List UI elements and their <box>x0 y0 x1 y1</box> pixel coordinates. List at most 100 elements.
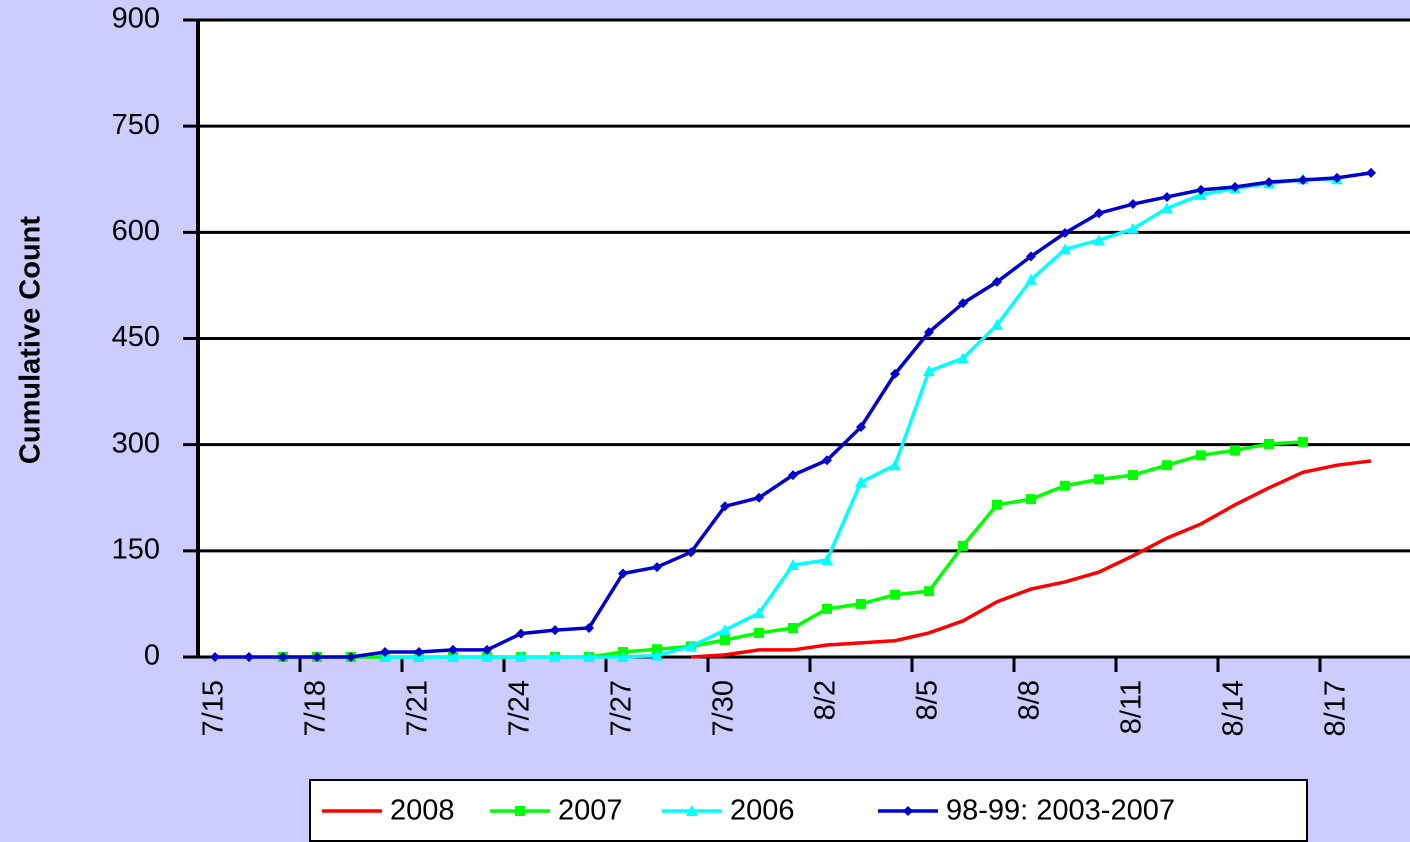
marker <box>1196 450 1206 461</box>
marker <box>992 499 1002 510</box>
marker <box>1128 470 1138 481</box>
x-tick-label: 8/14 <box>1218 680 1250 736</box>
marker <box>278 652 288 662</box>
x-tick-label: 7/24 <box>504 680 536 736</box>
legend-label: 2008 <box>390 795 455 827</box>
marker <box>958 298 968 309</box>
y-tick-label: 150 <box>112 533 160 565</box>
x-tick-label: 7/30 <box>708 680 740 736</box>
series-line <box>690 459 1372 659</box>
marker <box>821 554 833 566</box>
marker <box>1060 480 1070 491</box>
marker <box>1025 273 1037 285</box>
marker <box>380 647 390 658</box>
marker <box>515 651 527 662</box>
y-tick-label: 600 <box>112 215 160 247</box>
marker <box>584 622 594 633</box>
marker <box>481 651 493 662</box>
marker <box>856 421 866 432</box>
marker <box>1059 243 1071 255</box>
x-tick-label: 8/8 <box>1014 680 1046 720</box>
x-tick-label: 8/2 <box>810 680 842 720</box>
legend-label: 2006 <box>730 795 795 827</box>
marker <box>1026 494 1036 505</box>
marker <box>617 651 629 662</box>
marker <box>1162 460 1172 471</box>
marker <box>855 476 867 488</box>
marker <box>719 624 731 636</box>
marker <box>1298 436 1308 447</box>
marker <box>1230 182 1240 193</box>
marker <box>1093 234 1105 246</box>
x-tick-label: 7/21 <box>402 680 434 736</box>
marker <box>924 327 934 338</box>
marker <box>447 651 459 662</box>
x-tick-label: 8/11 <box>1116 680 1148 734</box>
marker <box>652 644 662 655</box>
x-tick-label: 7/27 <box>606 680 638 736</box>
marker <box>244 652 254 662</box>
marker <box>448 644 458 655</box>
marker <box>923 365 935 377</box>
x-tick-label: 7/15 <box>198 680 230 736</box>
marker <box>720 501 730 512</box>
marker <box>788 622 798 633</box>
marker <box>1127 222 1139 234</box>
y-axis-title: Cumulative Count <box>15 216 47 464</box>
marker <box>1196 184 1206 195</box>
x-tick-label: 8/17 <box>1320 680 1352 736</box>
marker <box>1094 208 1104 219</box>
y-tick-label: 450 <box>112 321 160 353</box>
marker <box>515 806 525 816</box>
marker <box>1264 438 1274 449</box>
x-tick-label: 8/5 <box>912 680 944 720</box>
marker <box>685 640 697 652</box>
marker <box>686 547 696 558</box>
legend: 2008 2007 2006 98-99: 2003-2007 <box>309 779 1308 842</box>
marker <box>822 455 832 466</box>
marker <box>720 635 730 646</box>
marker <box>889 459 901 471</box>
marker <box>1094 474 1104 485</box>
marker <box>788 470 798 481</box>
marker <box>516 628 526 639</box>
legend-label: 98-99: 2003-2007 <box>946 795 1175 827</box>
marker <box>1298 174 1308 185</box>
marker <box>856 598 866 609</box>
marker <box>1060 228 1070 239</box>
marker <box>312 652 322 662</box>
marker <box>754 627 764 638</box>
marker <box>958 540 968 551</box>
marker <box>686 805 698 816</box>
marker <box>924 586 934 597</box>
y-tick-label: 0 <box>144 640 160 672</box>
marker <box>210 652 220 662</box>
marker <box>1230 445 1240 456</box>
marker <box>1162 191 1172 202</box>
marker <box>1264 177 1274 188</box>
marker <box>618 568 628 579</box>
marker <box>890 589 900 600</box>
y-tick-label: 750 <box>112 109 160 141</box>
marker <box>1128 199 1138 210</box>
marker <box>550 625 560 636</box>
marker <box>753 607 765 619</box>
marker <box>822 603 832 614</box>
y-tick-label: 300 <box>112 427 160 459</box>
marker <box>1366 167 1376 178</box>
marker <box>414 647 424 658</box>
marker <box>754 492 764 503</box>
marker <box>957 352 969 364</box>
marker <box>890 368 900 379</box>
legend-label: 2007 <box>558 795 623 827</box>
marker <box>1161 202 1173 214</box>
marker <box>583 651 595 662</box>
legend-box <box>309 779 1308 842</box>
marker <box>1026 251 1036 262</box>
marker <box>992 276 1002 287</box>
marker <box>903 806 913 816</box>
marker <box>482 644 492 655</box>
marker <box>651 649 663 661</box>
marker <box>991 319 1003 331</box>
